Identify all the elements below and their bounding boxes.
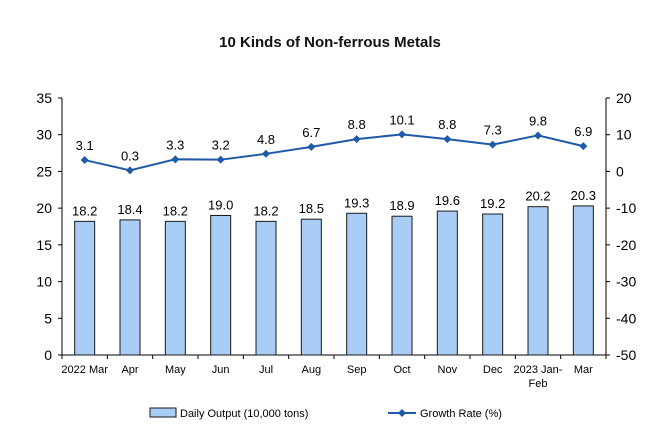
x-tick-label: Mar [574, 364, 593, 376]
y-left-tick-label: 15 [36, 237, 52, 253]
line-point [488, 140, 497, 149]
bar [436, 210, 458, 356]
bar-data-label: 18.5 [299, 201, 324, 216]
bar-data-label: 18.2 [72, 203, 97, 218]
chart-title: 10 Kinds of Non-ferrous Metals [219, 34, 441, 51]
y-left-tick-label: 0 [44, 347, 52, 363]
x-tick-label: Jun [212, 364, 230, 376]
line-point [262, 149, 270, 158]
legend-line-marker [398, 409, 406, 417]
x-tick-label: Aug [302, 364, 322, 376]
bar [74, 220, 96, 356]
line-data-label: 6.9 [574, 124, 592, 139]
line-data-label: 6.7 [302, 125, 320, 140]
y-right-tick-label: -10 [616, 200, 636, 216]
line-point [80, 156, 89, 165]
x-tick-label: Sep [347, 364, 367, 376]
y-left-tick-label: 10 [36, 274, 52, 290]
line-point [126, 166, 134, 175]
bar-data-label: 18.2 [253, 203, 278, 218]
bar-data-label: 18.9 [389, 198, 414, 213]
x-tick-label: 2023 Jan- [514, 364, 563, 376]
legend-bar-label: Daily Output (10,000 tons) [180, 408, 308, 420]
bar-data-label: 19.2 [480, 196, 505, 211]
line-data-label: 3.2 [212, 138, 230, 153]
x-tick-label: Nov [438, 364, 458, 376]
x-tick-label: Dec [483, 364, 503, 376]
line-point [171, 155, 180, 164]
y-right-tick-label: -30 [616, 274, 636, 290]
bar-data-label: 19.3 [344, 195, 369, 210]
bar [300, 218, 322, 356]
line-data-label: 8.8 [348, 117, 366, 132]
y-left-tick-label: 30 [36, 127, 52, 143]
bar [210, 214, 232, 356]
y-right-tick-label: 10 [616, 127, 632, 143]
x-tick-label: May [165, 364, 186, 376]
bar [527, 206, 549, 356]
x-tick-label: Apr [121, 364, 138, 376]
line-point [352, 135, 361, 144]
bar-data-label: 19.0 [208, 197, 233, 212]
line-data-label: 7.3 [484, 123, 502, 138]
x-tick-label: Jul [259, 364, 273, 376]
line-data-label: 9.8 [529, 113, 547, 128]
y-right-tick-label: -20 [616, 237, 636, 253]
bar-data-label: 19.6 [435, 193, 460, 208]
y-right-tick-label: 0 [616, 163, 624, 179]
bar [119, 219, 141, 356]
y-left-tick-label: 5 [44, 310, 52, 326]
line-point [398, 130, 406, 139]
bar-data-label: 18.4 [117, 202, 142, 217]
bar-data-label: 20.2 [525, 189, 550, 204]
x-tick-label: Feb [529, 378, 548, 390]
line-point [579, 142, 588, 151]
y-left-tick-label: 20 [36, 200, 52, 216]
bar [391, 215, 413, 356]
bar [482, 213, 504, 356]
line-data-label: 3.3 [166, 137, 184, 152]
bar [164, 220, 186, 356]
line-point [307, 142, 316, 151]
legend-line-label: Growth Rate (%) [420, 408, 502, 420]
bar-data-label: 20.3 [571, 188, 596, 203]
legend-bar-swatch [149, 407, 177, 418]
y-right-tick-label: -40 [616, 310, 636, 326]
bar [572, 205, 594, 356]
y-right-tick-label: -50 [616, 347, 636, 363]
y-left-tick-label: 35 [36, 90, 52, 106]
line-data-label: 3.1 [76, 138, 94, 153]
x-tick-label: Oct [393, 364, 410, 376]
line-data-label: 8.8 [438, 117, 456, 132]
y-left-tick-label: 25 [36, 163, 52, 179]
y-right-tick-label: 20 [616, 90, 632, 106]
line-point [216, 155, 225, 164]
line-data-label: 10.1 [389, 112, 414, 127]
line-point [443, 135, 452, 144]
bar [255, 220, 277, 356]
line-data-label: 0.3 [121, 148, 139, 163]
line-data-label: 4.8 [257, 132, 275, 147]
x-tick-label: 2022 Mar [61, 364, 108, 376]
growth-rate-line [84, 133, 584, 172]
bar-data-label: 18.2 [163, 203, 188, 218]
line-point [534, 131, 542, 140]
bar [346, 212, 368, 356]
